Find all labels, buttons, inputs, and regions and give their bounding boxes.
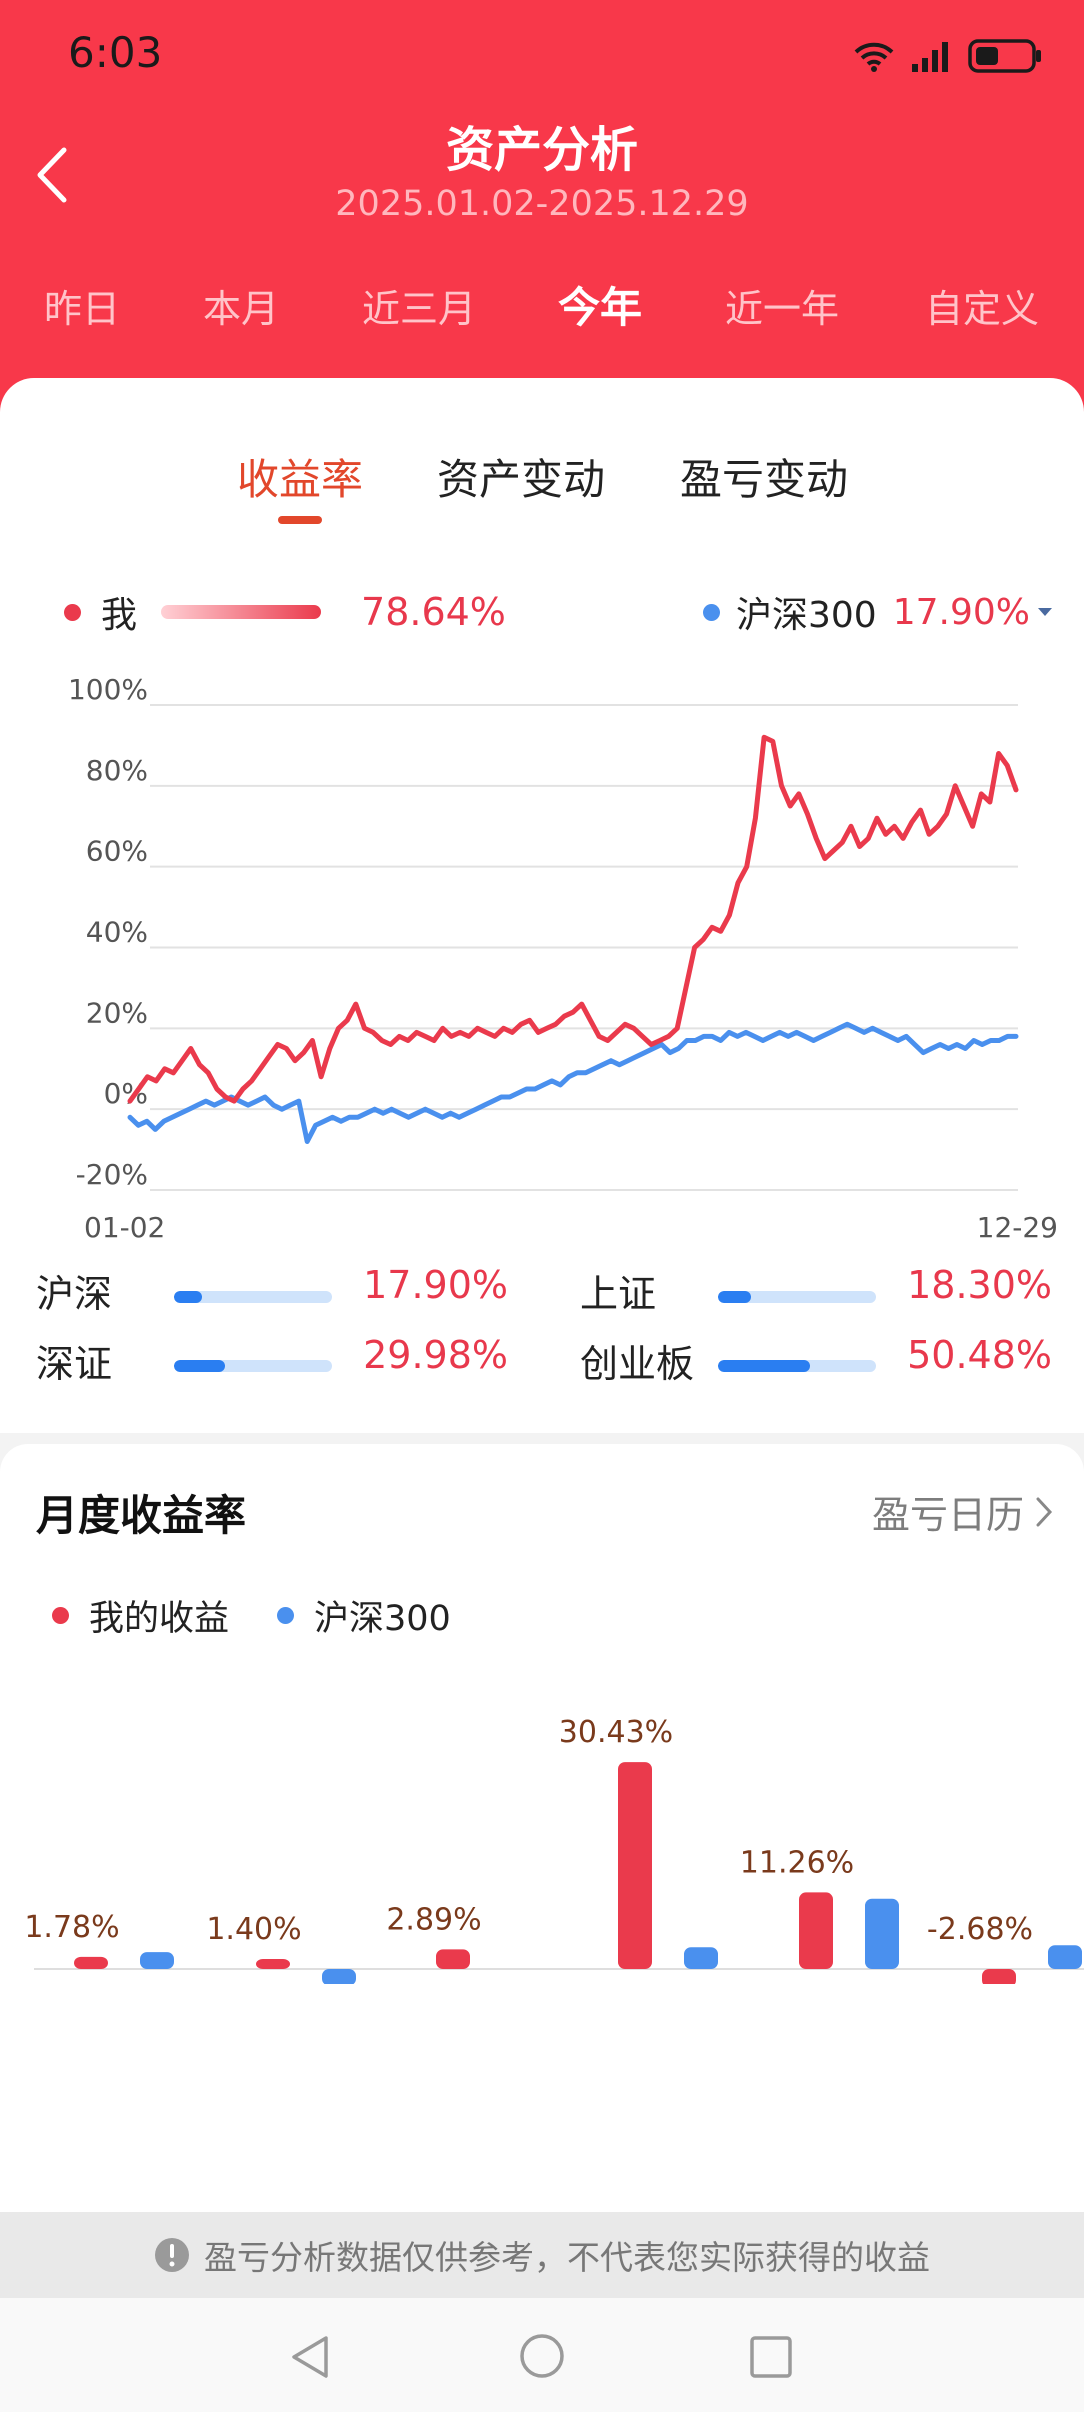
nav-recents-icon[interactable] — [748, 2334, 794, 2380]
bar-hs300 — [322, 1969, 356, 1984]
series-line-hs300 — [127, 1021, 1019, 1144]
series-line-me — [127, 734, 1019, 1104]
bar-my-return-label: 30.43% — [559, 1715, 673, 1750]
period-tab-3-months[interactable]: 近三月 — [361, 287, 477, 331]
legend-me-bar — [161, 605, 322, 619]
x-end-label: 12-29 — [977, 1211, 1058, 1244]
period-tab-this-month[interactable]: 本月 — [202, 287, 280, 331]
x-start-label: 01-02 — [84, 1211, 165, 1244]
chevron-right-icon — [1036, 1497, 1053, 1526]
pnl-calendar-label: 盈亏日历 — [871, 1493, 1024, 1537]
bar-my-return — [618, 1762, 652, 1969]
legend-me-value: 78.64% — [361, 590, 506, 634]
bar-hs300 — [865, 1898, 899, 1969]
monthly-bar-chart: 1.78%2.49%1.40%-2.46%2.89%0.00%30.43%3.2… — [24, 1715, 1084, 1984]
bar-my-return-label: 1.40% — [206, 1912, 301, 1947]
y-tick-label: 100% — [68, 675, 148, 706]
legend-me-dot — [64, 603, 81, 621]
period-tab-1-year[interactable]: 近一年 — [724, 287, 840, 331]
index-value-cyb: 50.48% — [907, 1333, 1052, 1377]
index-value-sh: 18.30% — [907, 1263, 1052, 1307]
period-tabs: 昨日 本月 近三月 今年 近一年 自定义 — [0, 278, 1084, 338]
y-tick-label: 20% — [86, 996, 148, 1029]
index-label-cyb: 创业板 — [580, 1342, 695, 1386]
bar-hs300 — [140, 1952, 174, 1969]
legend-bench-label: 沪深300 — [736, 595, 877, 636]
returns-line-chart: 100%80%60%40%20%0%-20%01-02 12-29 — [68, 675, 1058, 1244]
period-tab-yesterday[interactable]: 昨日 — [43, 287, 121, 331]
index-label-hs: 沪深 — [36, 1272, 113, 1316]
index-bar-fill — [718, 1291, 752, 1303]
tab-return-rate[interactable]: 收益率 — [236, 455, 364, 504]
legend-my-return-label: 我的收益 — [89, 1599, 230, 1639]
pnl-calendar-link[interactable]: 盈亏日历 — [872, 1484, 1054, 1539]
bar-my-return-label: 2.89% — [386, 1902, 481, 1937]
legend-benchmark[interactable]: 沪深300 17.90% — [703, 586, 1054, 638]
index-bar-cyb — [718, 1360, 876, 1372]
y-tick-label: 40% — [86, 916, 148, 949]
index-label-sh: 上证 — [580, 1272, 657, 1316]
legend-bench-dot — [703, 603, 720, 621]
battery-icon — [968, 39, 1041, 73]
index-bar-fill — [174, 1291, 203, 1303]
info-icon — [155, 2238, 189, 2272]
legend-hs300-dot — [277, 1607, 295, 1624]
bar-my-return-label: 11.26% — [740, 1845, 854, 1880]
index-bar-fill — [718, 1360, 810, 1372]
bar-my-return — [436, 1949, 470, 1969]
bar-my-return-label: -2.68% — [927, 1912, 1033, 1947]
bar-hs300 — [684, 1947, 718, 1969]
caret-down-icon — [1038, 608, 1052, 616]
y-tick-label: 60% — [86, 835, 148, 868]
signal-icon — [912, 42, 948, 72]
monthly-returns-card: 月度收益率 盈亏日历 我的收益 沪深300 1.78%2.49%1.40%-2.… — [0, 1444, 1084, 2212]
disclaimer-text: 盈亏分析数据仅供参考，不代表您实际获得的收益 — [204, 2238, 930, 2277]
disclaimer: 盈亏分析数据仅供参考，不代表您实际获得的收益 — [0, 2212, 1084, 2298]
back-arrow-icon[interactable] — [28, 140, 88, 210]
bar-my-return — [982, 1969, 1016, 1984]
period-tab-custom[interactable]: 自定义 — [924, 287, 1040, 331]
index-bar-sh — [718, 1291, 876, 1303]
bar-my-return — [256, 1959, 290, 1969]
system-nav-bar — [0, 2298, 1084, 2412]
nav-home-icon[interactable] — [518, 2332, 566, 2380]
index-bar-sz — [174, 1360, 332, 1372]
tab-pnl-change[interactable]: 盈亏变动 — [679, 455, 849, 504]
wifi-icon — [854, 42, 894, 72]
page-title: 资产分析 — [445, 122, 638, 178]
nav-back-icon[interactable] — [286, 2332, 334, 2382]
active-tab-indicator — [278, 516, 322, 524]
index-value-hs: 17.90% — [363, 1263, 508, 1307]
status-icons — [852, 34, 1044, 78]
legend-me: 我 78.64% — [64, 586, 506, 638]
bar-my-return-label: 1.78% — [24, 1910, 119, 1945]
status-time: 6:03 — [68, 28, 163, 77]
period-tab-this-year[interactable]: 今年 — [557, 283, 643, 332]
tab-asset-change[interactable]: 资产变动 — [436, 455, 606, 504]
index-value-sz: 29.98% — [363, 1333, 508, 1377]
index-label-sz: 深证 — [36, 1342, 113, 1386]
legend-hs300-label: 沪深300 — [314, 1599, 451, 1639]
bar-hs300 — [1048, 1945, 1082, 1969]
returns-card: 收益率 资产变动 盈亏变动 我 78.64% 沪深300 17.90% 100%… — [0, 378, 1084, 1433]
bar-my-return — [74, 1956, 108, 1969]
index-bar-hs — [174, 1291, 332, 1303]
y-tick-label: -20% — [76, 1158, 148, 1191]
header: 6:03 资产分析 2025.01.02-2025.12.29 昨日 本月 近三… — [0, 0, 1084, 420]
legend-my-return-dot — [52, 1607, 69, 1624]
monthly-title: 月度收益率 — [36, 1491, 247, 1540]
legend-me-label: 我 — [101, 595, 138, 636]
monthly-legend: 我的收益 沪深300 — [52, 1590, 451, 1641]
date-range: 2025.01.02-2025.12.29 — [335, 184, 749, 224]
bar-my-return — [799, 1892, 833, 1969]
y-tick-label: 80% — [86, 754, 148, 787]
legend-bench-value: 17.90% — [892, 591, 1030, 633]
index-bar-fill — [174, 1360, 225, 1372]
